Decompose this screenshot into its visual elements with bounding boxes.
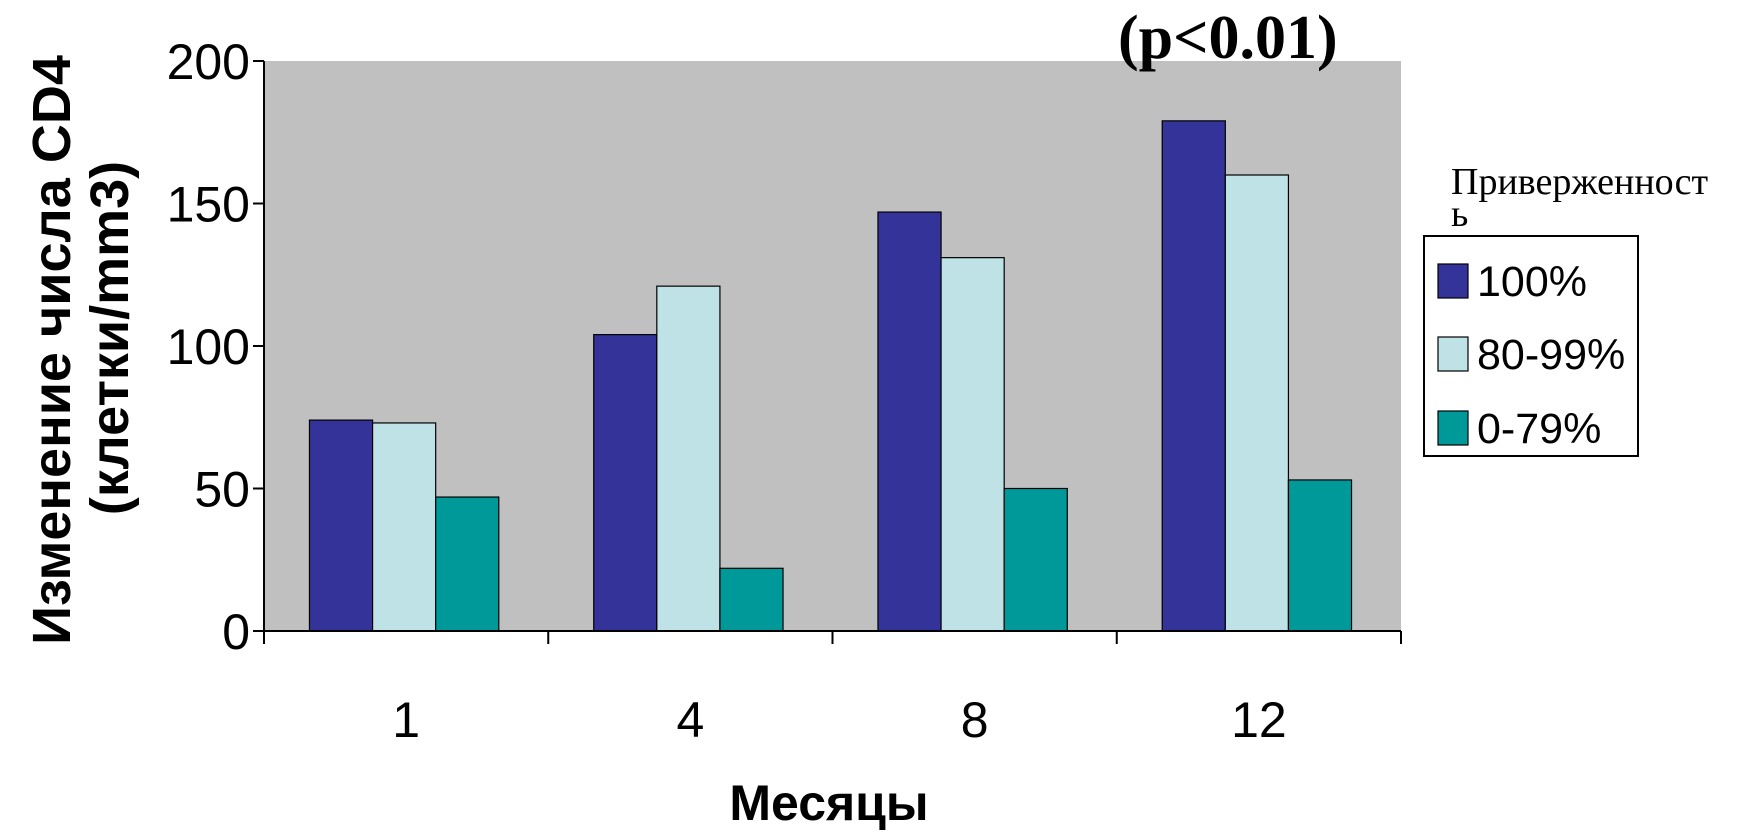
legend-swatch-series-2 bbox=[1437, 336, 1469, 372]
x-tick-label: 12 bbox=[1231, 692, 1287, 748]
bar-month-4-series-3 bbox=[719, 567, 784, 632]
bars-group bbox=[308, 120, 1353, 632]
bar-month-12-series-1 bbox=[1161, 120, 1226, 632]
y-axis-label-line-2: (клетки/mm3) bbox=[80, 161, 140, 515]
y-tick-label: 150 bbox=[167, 177, 250, 233]
bar-month-12-series-2 bbox=[1224, 174, 1290, 632]
x-tick-label: 4 bbox=[676, 692, 704, 748]
x-axis-label: Месяцы bbox=[729, 775, 928, 831]
y-tick-label: 100 bbox=[167, 319, 250, 375]
legend-label-series-1: 100% bbox=[1477, 258, 1587, 306]
y-tick-label: 0 bbox=[222, 604, 250, 660]
bar-month-12-series-3 bbox=[1287, 479, 1353, 632]
legend-title-line-1: Приверженност bbox=[1451, 161, 1708, 203]
bar-month-4-series-2 bbox=[656, 285, 721, 632]
bar-month-8-series-2 bbox=[940, 257, 1005, 632]
bar-month-8-series-1 bbox=[877, 211, 942, 632]
chart-title: (p<0.01) bbox=[1118, 4, 1338, 72]
legend-swatch-series-3 bbox=[1437, 410, 1469, 446]
axes-group: 0 50 100 150 200 1 4 8 12 bbox=[167, 34, 1402, 748]
x-tick-label: 1 bbox=[392, 692, 420, 748]
legend-title-line-2: ь bbox=[1451, 193, 1468, 235]
legend-label-series-3: 0-79% bbox=[1477, 405, 1601, 453]
y-axis-label-line-1: Изменение числа CD4 bbox=[22, 55, 82, 645]
bar-month-1-series-2 bbox=[371, 422, 437, 632]
x-tick-label: 8 bbox=[961, 692, 989, 748]
bar-month-1-series-1 bbox=[308, 419, 374, 632]
legend: 100% 80-99% 0-79% bbox=[1423, 235, 1639, 457]
bar-month-4-series-1 bbox=[593, 334, 658, 632]
bar-month-8-series-3 bbox=[1003, 487, 1068, 632]
legend-label-series-2: 80-99% bbox=[1477, 331, 1625, 379]
legend-swatch-series-1 bbox=[1437, 263, 1469, 299]
y-tick-label: 200 bbox=[167, 34, 250, 90]
bar-month-1-series-3 bbox=[435, 496, 500, 632]
y-tick-label: 50 bbox=[194, 462, 250, 518]
